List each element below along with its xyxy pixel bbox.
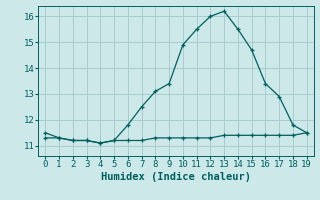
X-axis label: Humidex (Indice chaleur): Humidex (Indice chaleur) (101, 172, 251, 182)
